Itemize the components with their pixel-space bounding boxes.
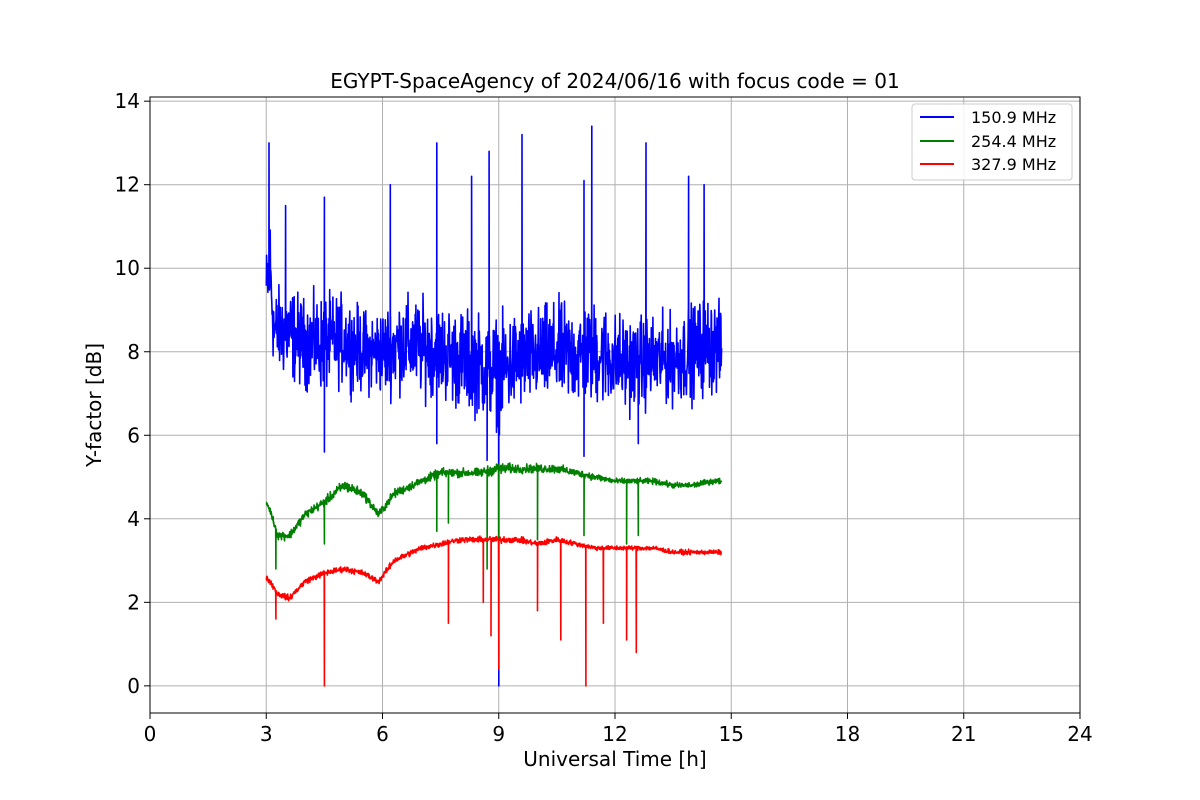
legend-box (911, 103, 1073, 181)
x-tick-label: 9 (492, 722, 505, 746)
y-tick-label: 12 (115, 173, 140, 197)
x-axis-label: Universal Time [h] (523, 747, 706, 771)
y-tick-label: 10 (115, 256, 140, 280)
y-tick-label: 8 (127, 340, 140, 364)
y-tick-label: 0 (127, 674, 140, 698)
legend-label-1: 254.4 MHz (971, 132, 1056, 151)
x-tick-label: 18 (835, 722, 860, 746)
x-tick-label: 24 (1067, 722, 1092, 746)
y-tick-label: 14 (115, 89, 140, 113)
y-tick-label: 4 (127, 507, 140, 531)
legend: 150.9 MHz 254.4 MHz 327.9 MHz (911, 103, 1073, 181)
chart-title: EGYPT-SpaceAgency of 2024/06/16 with foc… (330, 69, 899, 93)
x-tick-label: 12 (602, 722, 627, 746)
y-axis-label: Y-factor [dB] (82, 343, 106, 468)
series-line-1 (265, 462, 723, 587)
series-line-0 (265, 125, 723, 687)
legend-label-2: 327.9 MHz (971, 155, 1056, 174)
x-tick-label: 3 (260, 722, 273, 746)
series-line-2 (265, 535, 722, 687)
x-tick-label: 6 (376, 722, 389, 746)
x-tick-label: 15 (719, 722, 744, 746)
x-tick-label: 21 (951, 722, 976, 746)
y-tick-label: 2 (127, 590, 140, 614)
x-tick-label: 0 (144, 722, 157, 746)
legend-label-0: 150.9 MHz (971, 108, 1056, 127)
y-tick-label: 6 (127, 423, 140, 447)
series-group (265, 125, 723, 687)
